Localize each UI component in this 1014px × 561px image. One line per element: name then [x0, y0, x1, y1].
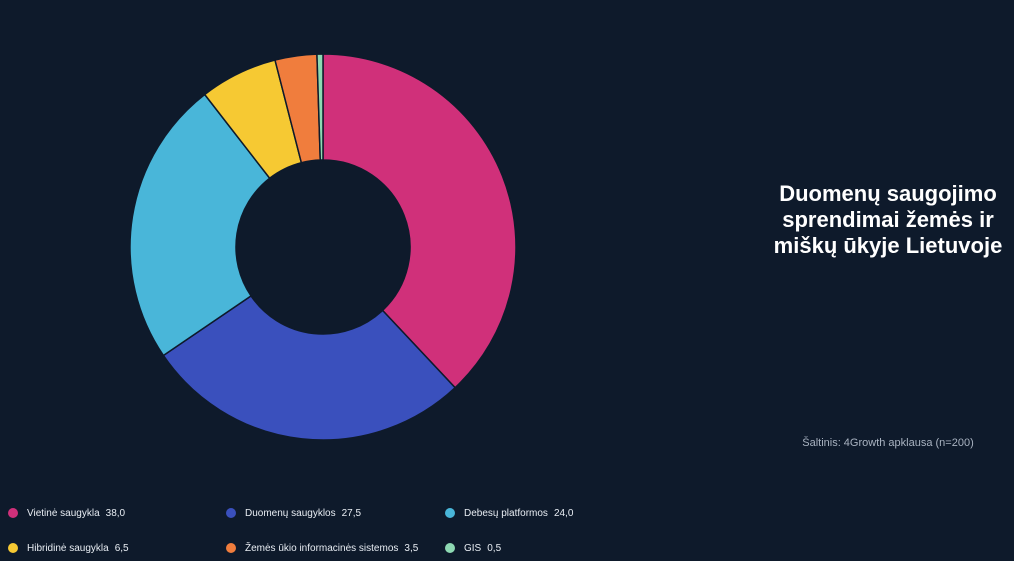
legend-swatch — [445, 508, 455, 518]
legend-item-vietine-saugykla[interactable]: Vietinė saugykla 38,0 — [8, 506, 125, 520]
chart-title: Duomenų saugojimo sprendimai žemės ir mi… — [773, 181, 1003, 258]
legend-label: Debesų platformos — [464, 507, 548, 519]
donut-slice-1[interactable] — [162, 294, 457, 441]
donut-slice-0[interactable] — [322, 53, 517, 389]
chart-source: Šaltinis: 4Growth apklausa (n=200) — [802, 437, 974, 449]
legend-item-debesu-platformos[interactable]: Debesų platformos 24,0 — [445, 506, 573, 520]
chart-legend: Vietinė saugykla 38,0 Duomenų saugyklos … — [8, 505, 708, 557]
donut-slice-5[interactable] — [316, 53, 324, 161]
legend-value: 3,5 — [404, 542, 419, 554]
donut-slice-2[interactable] — [129, 93, 271, 357]
legend-item-gis[interactable]: GIS 0,5 — [445, 541, 501, 555]
legend-value: 0,5 — [487, 542, 502, 554]
legend-value: 6,5 — [114, 542, 129, 554]
legend-label: Hibridinė saugykla — [27, 542, 109, 554]
legend-swatch — [445, 543, 455, 553]
legend-swatch — [226, 508, 236, 518]
legend-value: 38,0 — [105, 507, 126, 519]
legend-item-hibridine-saugykla[interactable]: Hibridinė saugykla 6,5 — [8, 541, 129, 555]
legend-item-zemes-ukio-informacines-sistemos[interactable]: Žemės ūkio informacinės sistemos 3,5 — [226, 541, 418, 555]
legend-swatch — [8, 543, 18, 553]
legend-label: Žemės ūkio informacinės sistemos — [245, 542, 399, 554]
legend-label: Vietinė saugykla — [27, 507, 100, 519]
legend-item-duomenu-saugyklos[interactable]: Duomenų saugyklos 27,5 — [226, 506, 361, 520]
legend-label: Duomenų saugyklos — [245, 507, 336, 519]
legend-value: 27,5 — [341, 507, 362, 519]
donut-chart — [129, 53, 517, 441]
legend-swatch — [8, 508, 18, 518]
legend-label: GIS — [464, 542, 482, 554]
legend-swatch — [226, 543, 236, 553]
legend-value: 24,0 — [553, 507, 574, 519]
